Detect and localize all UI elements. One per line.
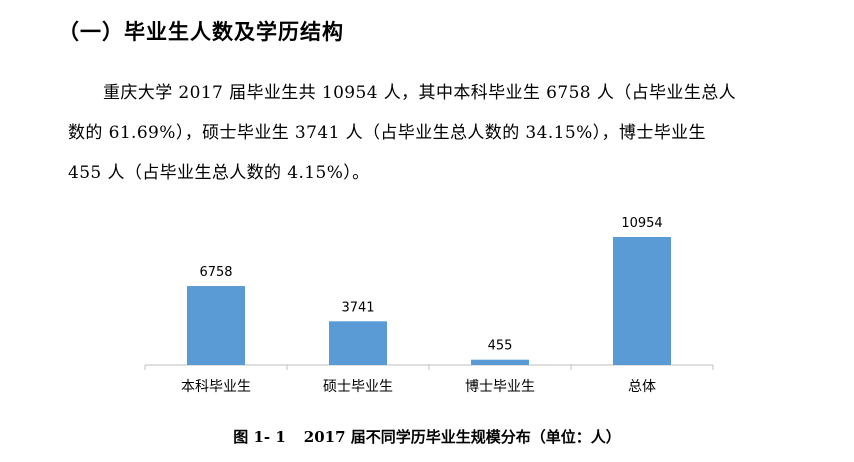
figure-title: 2017 届不同学历毕业生规模分布（单位：人） (303, 428, 621, 446)
bar-2 (329, 321, 387, 365)
data-label-3: 455 (488, 339, 513, 354)
section-heading: （一）毕业生人数及学历结构 (58, 20, 344, 44)
paragraph-line-2: 数的 61.69%），硕士毕业生 3741 人（占毕业生总人数的 34.15%）… (68, 123, 706, 143)
bar-4 (613, 237, 671, 365)
category-label-1: 本科毕业生 (181, 379, 251, 395)
figure-number: 图 1- 1 (233, 428, 286, 446)
paragraph-line-3: 455 人（占毕业生总人数的 4.15%）。 (68, 163, 370, 183)
bar-3 (471, 359, 529, 365)
bar-1 (187, 286, 245, 365)
data-label-1: 6758 (199, 265, 232, 280)
category-label-3: 博士毕业生 (465, 378, 535, 395)
category-label-4: 总体 (628, 379, 656, 395)
figure-caption: 图 1- 1 2017 届不同学历毕业生规模分布（单位：人） (0, 426, 854, 447)
data-label-4: 10954 (621, 216, 662, 231)
category-label-2: 硕士毕业生 (323, 379, 393, 395)
paragraph-line-1: 重庆大学 2017 届毕业生共 10954 人，其中本科毕业生 6758 人（占… (103, 83, 737, 103)
data-label-2: 3741 (341, 300, 374, 315)
